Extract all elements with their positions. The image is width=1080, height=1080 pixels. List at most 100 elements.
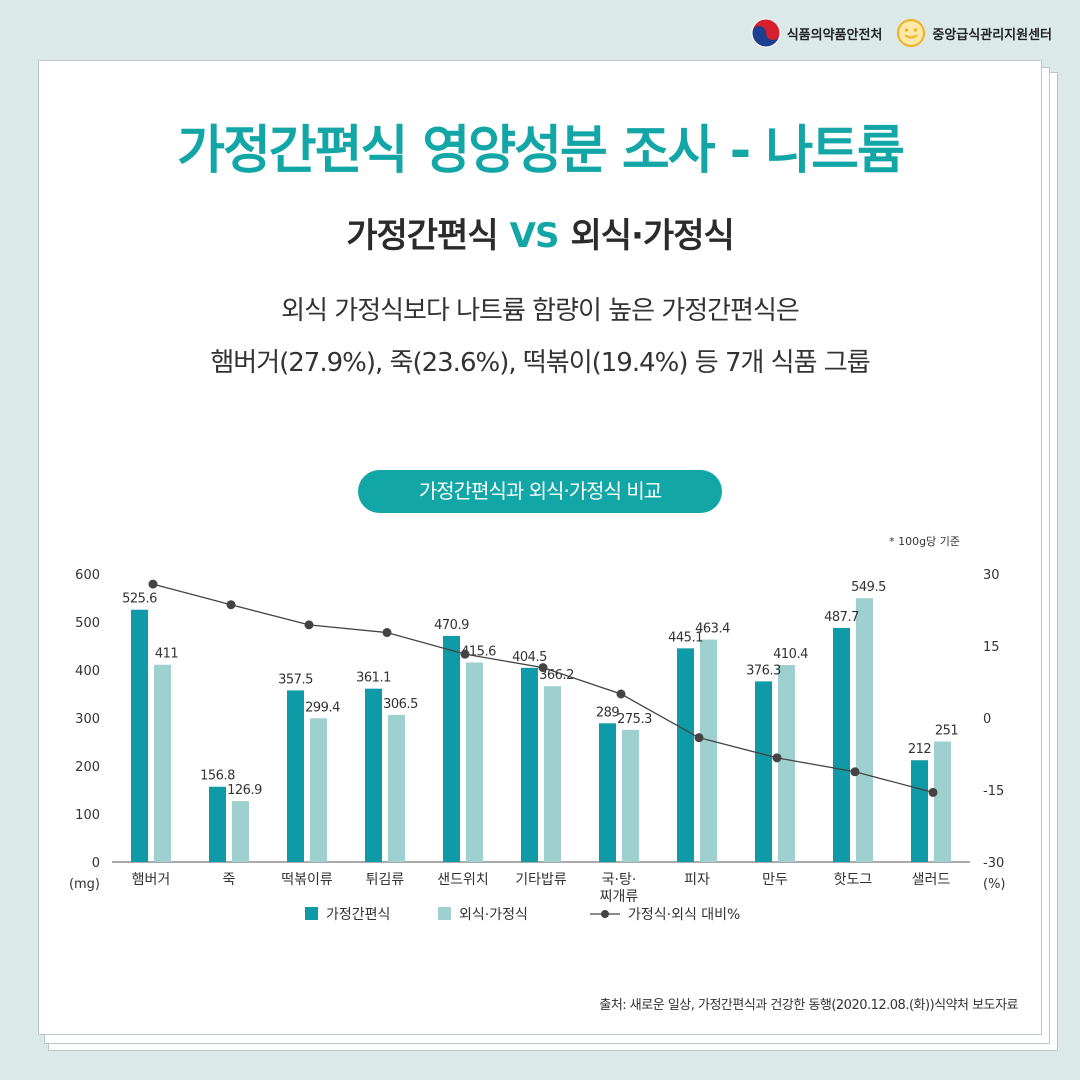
- y2-tick-label: 0: [983, 712, 991, 727]
- bar-home-meal: [131, 609, 148, 862]
- bar-value-label: 251: [935, 724, 959, 739]
- y-tick-label: 600: [75, 568, 100, 583]
- header-logos: 식품의약품안전처 중앙급식관리지원센터: [751, 18, 1052, 48]
- content-card: [38, 60, 1042, 1035]
- x-tick-label: 피자: [684, 872, 710, 888]
- bar-eating-out: [622, 729, 639, 862]
- ratio-point: [850, 767, 860, 777]
- bar-home-meal: [599, 723, 616, 862]
- legend-label-ratio: 가정식·외식 대비%: [628, 907, 740, 923]
- bar-eating-out: [700, 639, 717, 862]
- bar-eating-out: [232, 801, 249, 862]
- y2-tick-label: 30: [983, 568, 1000, 583]
- legend-swatch-eating-out: [438, 907, 451, 920]
- bar-eating-out: [778, 665, 795, 862]
- ccfsm-label: 중앙급식관리지원센터: [932, 27, 1052, 43]
- y2-tick-label: -30: [983, 856, 1004, 871]
- description-line2: 햄버거(27.9%), 죽(23.6%), 떡볶이(19.4%) 등 7개 식품…: [210, 348, 870, 378]
- bar-value-label: 487.7: [824, 610, 859, 625]
- legend-label-home-meal: 가정간편식: [326, 907, 390, 923]
- bar-home-meal: [911, 760, 928, 862]
- ratio-point: [304, 620, 314, 630]
- page-subtitle: 가정간편식 VS 외식·가정식: [0, 208, 1080, 257]
- bar-home-meal: [287, 690, 304, 862]
- bar-value-label: 361.1: [356, 671, 391, 686]
- subtitle-left: 가정간편식: [346, 216, 498, 256]
- bar-home-meal: [833, 627, 850, 862]
- x-tick-label: 햄버거: [132, 872, 171, 888]
- ratio-point: [694, 733, 704, 743]
- y-tick-label: 100: [75, 808, 100, 823]
- bar-value-label: 357.5: [278, 672, 313, 687]
- y-tick-label: 300: [75, 712, 100, 727]
- bar-home-meal: [755, 681, 772, 862]
- bar-value-label: 415.6: [461, 645, 496, 660]
- bar-eating-out: [310, 718, 327, 862]
- bar-home-meal: [521, 667, 538, 862]
- y-tick-label: 0: [92, 856, 100, 871]
- x-tick-label: 죽: [223, 872, 236, 888]
- mfds-logo: 식품의약품안전처: [751, 18, 882, 48]
- bar-eating-out: [466, 662, 483, 862]
- bar-value-label: 275.3: [617, 712, 652, 727]
- page-title: 가정간편식 영양성분 조사 - 나트륨: [177, 121, 905, 181]
- y-tick-label: 200: [75, 760, 100, 775]
- bar-value-label: 549.5: [851, 580, 886, 595]
- bar-value-label: 156.8: [200, 769, 235, 784]
- bar-value-label: 212: [908, 742, 931, 757]
- unit-note: * 100g당 기준: [889, 535, 960, 548]
- x-tick-label: 떡볶이류: [281, 872, 333, 888]
- source-note: 출처: 새로운 일상, 가정간편식과 건강한 동행(2020.12.08.(화)…: [599, 998, 1018, 1013]
- bar-value-label: 445.1: [668, 630, 703, 645]
- y-tick-label: 500: [75, 616, 100, 631]
- subtitle-right: 외식·가정식: [570, 216, 734, 256]
- y2-axis-unit: (%): [983, 877, 1006, 892]
- bar-value-label: 366.2: [539, 668, 574, 683]
- x-tick-label: 샌드위치: [437, 872, 489, 888]
- chart-title-pill: 가정간편식과 외식·가정식 비교: [358, 470, 722, 513]
- ratio-point: [616, 689, 626, 699]
- ratio-point: [538, 663, 548, 673]
- bar-eating-out: [154, 664, 171, 862]
- bar-eating-out: [544, 686, 561, 862]
- bar-value-label: 470.9: [434, 618, 469, 633]
- ccfsm-logo: 중앙급식관리지원센터: [896, 18, 1052, 48]
- x-tick-label: 국·탕·: [602, 872, 637, 888]
- bar-eating-out: [856, 598, 873, 862]
- bar-eating-out: [934, 741, 951, 862]
- bar-value-label: 306.5: [383, 697, 418, 712]
- x-tick-label: 튀김류: [366, 872, 405, 888]
- ratio-line: [152, 583, 934, 794]
- legend-label-eating-out: 외식·가정식: [459, 907, 528, 923]
- ratio-point: [460, 649, 470, 659]
- bar-value-label: 289: [596, 705, 620, 720]
- x-tick-label: 핫도그: [834, 872, 873, 888]
- taegeuk-icon: [751, 18, 781, 48]
- x-tick-label: 찌개류: [600, 889, 639, 905]
- x-tick-label: 만두: [762, 872, 788, 888]
- bar-value-label: 299.4: [305, 700, 340, 715]
- ratio-point: [382, 628, 392, 638]
- bar-home-meal: [365, 688, 382, 862]
- bar-value-label: 525.6: [122, 592, 157, 607]
- y-axis-unit: (mg): [69, 877, 100, 892]
- ratio-point: [226, 600, 236, 610]
- y-tick-label: 400: [75, 664, 100, 679]
- ratio-point: [148, 579, 158, 589]
- bar-eating-out: [388, 714, 405, 862]
- legend-swatch-home-meal: [305, 907, 318, 920]
- y2-tick-label: -15: [983, 784, 1004, 799]
- ratio-point: [928, 787, 938, 797]
- smile-icon: [897, 19, 926, 47]
- ratio-point: [772, 753, 782, 763]
- bar-home-meal: [209, 786, 226, 862]
- x-tick-label: 기타밥류: [515, 872, 567, 888]
- bar-value-label: 404.5: [512, 650, 547, 665]
- bar-value-label: 463.4: [695, 622, 730, 637]
- bar-value-label: 376.3: [746, 663, 781, 678]
- legend-marker-ratio: [601, 910, 609, 918]
- x-tick-label: 샐러드: [912, 872, 951, 888]
- description: 외식 가정식보다 나트륨 함량이 높은 가정간편식은 햄버거(27.9%), 죽…: [0, 285, 1080, 389]
- subtitle-vs: VS: [509, 216, 560, 256]
